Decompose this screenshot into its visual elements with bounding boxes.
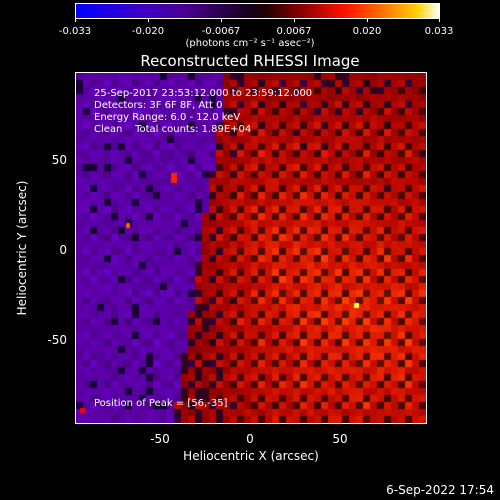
x-tick-label: -50 — [150, 432, 170, 446]
x-axis-label: Heliocentric X (arcsec) — [183, 449, 319, 463]
colorbar-tick — [294, 18, 295, 22]
colorbar-tick-label: 0.020 — [352, 26, 382, 37]
image-title: Reconstructed RHESSI Image — [140, 52, 360, 70]
colorbar-tick-label: 0.033 — [424, 26, 454, 37]
info-detectors: Detectors: 3F 6F 8F, Att 0 — [94, 100, 223, 111]
x-tick-label: 0 — [246, 432, 254, 446]
y-tick-label: 50 — [51, 153, 67, 167]
colorbar-tick — [439, 18, 440, 22]
info-energy: Energy Range: 6.0 - 12.0 keV — [94, 112, 241, 123]
x-tick-label: 50 — [332, 432, 348, 446]
y-tick-label: 0 — [59, 243, 67, 257]
colorbar-tick — [367, 18, 368, 22]
image-canvas — [76, 73, 426, 423]
info-block: 25-Sep-2017 23:53:12.000 to 23:59:12.000… — [94, 88, 312, 136]
colorbar-tick-label: -0.020 — [131, 26, 165, 37]
colorbar-tick-label: -0.033 — [58, 26, 92, 37]
colorbar-tick — [221, 18, 222, 22]
peak-position: Position of Peak = [56,-35] — [94, 398, 228, 409]
colorbar-tick — [75, 18, 76, 22]
colorbar-tick-label: 0.0067 — [276, 26, 312, 37]
info-time-range: 25-Sep-2017 23:53:12.000 to 23:59:12.000 — [94, 88, 313, 99]
colorbar-units: (photons cm⁻² s⁻¹ asec⁻²) — [185, 38, 315, 49]
y-tick-label: -50 — [47, 333, 67, 347]
colorbar-tick — [148, 18, 149, 22]
y-axis-label: Heliocentric Y (arcsec) — [15, 180, 29, 316]
colorbar-tick-label: -0.0067 — [201, 26, 241, 37]
rhessi-image — [75, 72, 427, 424]
info-method: Clean Total counts: 1.89E+04 — [94, 124, 252, 135]
footer-date: 6-Sep-2022 17:54 — [386, 483, 494, 497]
colorbar — [75, 3, 440, 19]
